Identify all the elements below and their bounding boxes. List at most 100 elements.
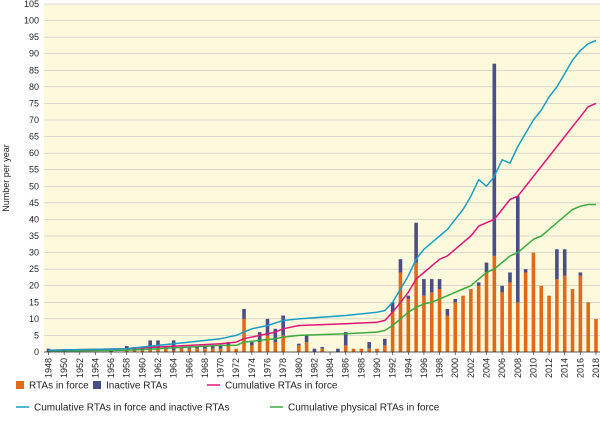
x-tick-label: 1996 (419, 358, 429, 378)
bar-inactive-rtas (336, 348, 340, 352)
bar-rtas-in-force (586, 302, 590, 352)
x-tick-label: 2014 (560, 358, 570, 378)
x-tick-label: 1972 (231, 358, 241, 378)
bar-rtas-in-force (171, 350, 176, 352)
x-tick-label: 1986 (341, 358, 351, 378)
bar-rtas-in-force (555, 279, 559, 352)
bar-inactive-rtas (406, 295, 411, 299)
bar-rtas-in-force (265, 335, 270, 352)
bar-inactive-rtas (422, 279, 426, 296)
bar-rtas-in-force (164, 348, 168, 352)
bar-inactive-rtas (476, 282, 481, 286)
bar-rtas-in-force (445, 315, 450, 352)
bar-inactive-rtas (148, 340, 152, 349)
x-tick-label: 1952 (75, 358, 85, 378)
bar-rtas-in-force (140, 350, 145, 352)
y-tick-label: 80 (29, 82, 39, 92)
y-tick-label: 55 (29, 165, 39, 175)
bar-inactive-rtas (508, 272, 512, 283)
bar-rtas-in-force (508, 282, 512, 352)
bar-rtas-in-force (390, 312, 395, 352)
bar-inactive-rtas (367, 342, 371, 349)
bar-rtas-in-force (320, 348, 325, 352)
bar-rtas-in-force (351, 348, 356, 352)
bar-inactive-rtas (343, 332, 348, 346)
x-tick-label: 1962 (153, 358, 163, 378)
bar-rtas-in-force (250, 345, 254, 352)
bar-rtas-in-force (469, 289, 473, 352)
bar-inactive-rtas (555, 249, 559, 280)
legend-swatch (16, 381, 24, 389)
x-tick-label: 1958 (122, 358, 132, 378)
bar-rtas-in-force (375, 348, 379, 352)
y-tick-label: 85 (29, 65, 39, 75)
x-tick-label: 1966 (184, 358, 194, 378)
line-cumulative-physical (48, 203, 596, 352)
bar-rtas-in-force (562, 275, 567, 352)
x-tick-label: 2016 (575, 358, 585, 378)
bar-rtas-in-force (234, 348, 239, 352)
x-tick-label: 1974 (247, 358, 257, 378)
x-axis-ticks: 1948 1950 1952 1954 1956 1958 1960 1962 1964 1966… (44, 352, 600, 378)
x-tick-label: 1968 (200, 358, 210, 378)
bar-rtas-in-force (257, 342, 262, 352)
bar-rtas-in-force (484, 272, 489, 352)
y-tick-label: 75 (29, 98, 39, 108)
y-tick-label: 15 (29, 297, 39, 307)
bar-inactive-rtas (304, 335, 309, 343)
x-tick-label: 2010 (528, 358, 538, 378)
x-tick-label: 1948 (44, 358, 54, 378)
legend-label: RTAs in force (29, 381, 89, 392)
bar-inactive-rtas (226, 342, 231, 346)
bar-rtas-in-force (304, 342, 309, 352)
x-tick-label: 1978 (278, 358, 288, 378)
bar-inactive-rtas (203, 345, 207, 349)
bar-rtas-in-force (242, 318, 246, 352)
bar-inactive-rtas (453, 298, 458, 303)
y-tick-label: 60 (29, 148, 39, 158)
y-tick-label: 40 (29, 214, 39, 224)
bar-inactive-rtas (414, 222, 418, 263)
line-cumulative-in-force (48, 102, 597, 352)
x-tick-label: 2004 (482, 358, 492, 378)
bar-rtas-in-force (476, 285, 481, 352)
bar-rtas-in-force (539, 285, 544, 352)
bar-inactive-rtas (390, 302, 395, 313)
bar-rtas-in-force (218, 348, 223, 352)
bar-inactive-rtas (296, 343, 301, 346)
bar-inactive-rtas (562, 249, 567, 276)
bar-rtas-in-force (383, 345, 387, 352)
bar-rtas-in-force (179, 348, 184, 352)
bar-rtas-in-force (156, 348, 160, 352)
bar-rtas-in-force (195, 348, 199, 352)
bar-inactive-rtas (445, 308, 450, 316)
bar-inactive-rtas (124, 346, 129, 350)
y-tick-label: 0 (34, 347, 39, 357)
y-axis-title: Number per year (1, 144, 11, 212)
y-tick-label: 65 (29, 132, 39, 142)
bar-inactive-rtas (242, 308, 246, 319)
y-tick-label: 100 (24, 16, 39, 26)
y-tick-label: 90 (29, 49, 39, 59)
y-tick-label: 45 (29, 198, 39, 208)
bar-rtas-in-force (578, 275, 583, 352)
bar-inactive-rtas (492, 63, 497, 256)
cumulative-lines (48, 39, 597, 352)
legend-label: Inactive RTAs (106, 381, 167, 392)
bar-inactive-rtas (500, 285, 504, 293)
bar-rtas-in-force (429, 292, 434, 352)
bar-rtas-in-force (531, 252, 536, 352)
bars (46, 63, 598, 352)
bar-inactive-rtas (250, 342, 254, 346)
line-cumulative-in-force-and-inactive (48, 39, 597, 352)
bar-rtas-in-force (296, 345, 301, 352)
bar-inactive-rtas (383, 338, 387, 346)
bar-inactive-rtas (523, 269, 528, 273)
bar-inactive-rtas (265, 318, 270, 336)
bar-inactive-rtas (171, 340, 176, 351)
y-tick-label: 25 (29, 264, 39, 274)
bar-inactive-rtas (312, 348, 317, 352)
bar-inactive-rtas (195, 347, 199, 349)
legend-label: Cumulative RTAs in force and inactive RT… (34, 403, 229, 414)
